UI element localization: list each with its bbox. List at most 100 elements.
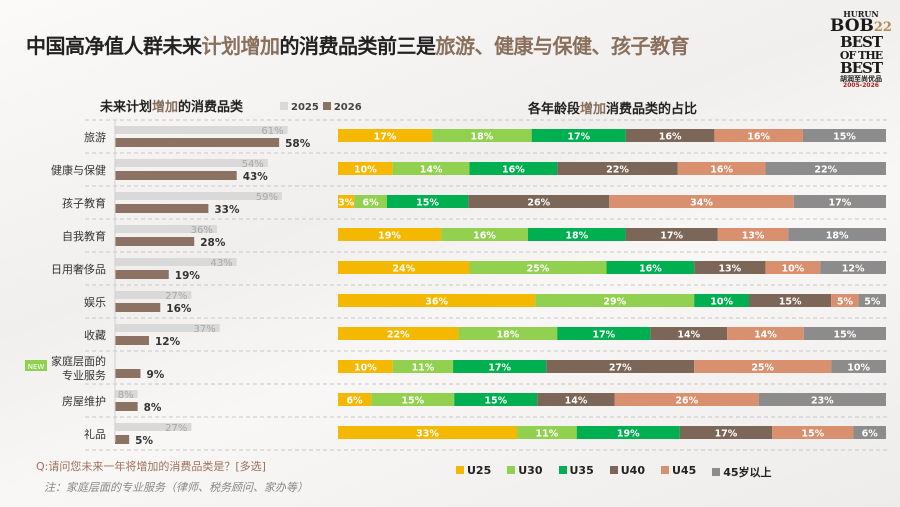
legend-label: U45 <box>672 464 697 477</box>
segment-label: 14% <box>754 330 777 341</box>
stacked-segment <box>758 393 886 406</box>
segment-label: 16% <box>747 132 770 143</box>
segment-label: 10% <box>781 264 804 275</box>
category-label: 娱乐 <box>84 295 106 309</box>
segment-label: 15% <box>401 396 424 407</box>
segment-label: 29% <box>603 297 626 308</box>
stacked-segment <box>625 129 715 142</box>
stacked-segment <box>677 162 766 175</box>
hurun-bob-logo: HURUN BOB22 BEST OF THE BEST 胡润至尚优品 2005… <box>828 10 894 89</box>
value-label-2025: 27% <box>165 291 187 302</box>
segment-label: 17% <box>592 330 615 341</box>
segment-label: 3% <box>338 198 355 209</box>
segment-label: 16% <box>639 264 662 275</box>
segment-label: 17% <box>829 198 852 209</box>
value-label-2025: 8% <box>118 390 134 401</box>
logo-text: BEST <box>839 59 883 77</box>
bar-2026 <box>115 369 141 378</box>
legend-item: U40 <box>606 464 645 480</box>
stacked-segment <box>793 195 886 208</box>
stacked-segment <box>831 360 886 373</box>
segment-label: 19% <box>617 429 640 440</box>
value-label-2025: 59% <box>256 192 278 203</box>
right-chart-title: 各年龄段增加消费品类的占比 <box>528 102 698 117</box>
segment-label: 18% <box>497 330 520 341</box>
stacked-segment <box>820 261 886 274</box>
segment-label: 27% <box>609 363 632 374</box>
stacked-segment <box>338 426 518 439</box>
stacked-segment <box>831 294 859 307</box>
value-label-2025: 37% <box>193 324 215 335</box>
bar-2025 <box>115 390 138 398</box>
bar-2026 <box>115 435 130 444</box>
legend-item: U45 <box>657 464 696 480</box>
segment-label: 22% <box>606 165 629 176</box>
segment-label: 24% <box>392 264 415 275</box>
category-label: 孩子教育 <box>62 196 106 210</box>
bar-2025 <box>115 423 192 431</box>
category-label: 房屋维护 <box>62 394 106 408</box>
logo-text: 胡润至尚优品 <box>840 75 882 83</box>
category-label: 礼品 <box>84 427 106 441</box>
stacked-segment <box>441 228 528 241</box>
segment-label: 5% <box>864 297 881 308</box>
stacked-segment <box>606 261 695 274</box>
legend-swatch <box>280 102 288 110</box>
stacked-segment <box>338 294 536 307</box>
stacked-segment <box>537 393 615 406</box>
value-label-2025: 43% <box>210 258 232 269</box>
title-highlight: 计划增加 <box>201 34 281 58</box>
category-label: 专业服务 <box>62 368 106 382</box>
stacked-segment <box>576 426 680 439</box>
stacked-segment <box>468 195 610 208</box>
category-label: 自我教育 <box>62 229 106 243</box>
legend-label: 2026 <box>333 102 362 113</box>
segment-label: 11% <box>412 363 435 374</box>
bar-2026 <box>115 336 149 345</box>
stacked-segment <box>535 294 695 307</box>
stacked-segment <box>338 261 470 274</box>
segment-label: 25% <box>527 264 550 275</box>
bar-2025 <box>115 126 288 134</box>
segment-label: 10% <box>710 297 733 308</box>
stacked-segment <box>392 360 454 373</box>
stacked-segment <box>354 195 387 208</box>
bar-2026 <box>115 204 209 213</box>
stacked-segment <box>557 162 678 175</box>
value-label-2025: 54% <box>242 159 264 170</box>
stacked-segment <box>458 327 558 340</box>
value-label-2026: 5% <box>135 435 153 447</box>
stacked-segment <box>338 162 393 175</box>
logo-text: BOB22 <box>830 16 892 36</box>
stacked-segment <box>749 294 832 307</box>
stacked-segment <box>469 162 558 175</box>
stacked-segment <box>338 360 393 373</box>
stacked-segment <box>679 426 773 439</box>
legend-label: U40 <box>620 464 645 477</box>
stacked-segment <box>765 261 821 274</box>
value-label-2026: 43% <box>243 171 269 183</box>
bar-2025 <box>115 291 192 299</box>
segment-label: 17% <box>488 363 511 374</box>
segment-label: 15% <box>779 297 802 308</box>
new-badge-text: NEW <box>28 363 45 371</box>
segment-label: 22% <box>814 165 837 176</box>
segment-label: 6% <box>347 396 364 407</box>
category-label: 家庭层面的 <box>51 354 106 368</box>
category-label: 收藏 <box>84 328 106 342</box>
stacked-segment <box>338 195 355 208</box>
stacked-segment <box>650 327 728 340</box>
stacked-segment <box>717 228 789 241</box>
legend-swatch <box>712 468 721 476</box>
stacked-segment <box>557 327 651 340</box>
stacked-segment <box>727 327 804 340</box>
legend-swatch <box>661 466 669 474</box>
stacked-segment <box>338 327 459 340</box>
stacked-segment <box>714 129 803 142</box>
segment-label: 12% <box>842 264 865 275</box>
logo-text: OF THE <box>839 49 883 62</box>
segment-label: 17% <box>660 231 683 242</box>
stacked-segment <box>517 426 577 439</box>
stacked-segment <box>802 129 886 142</box>
